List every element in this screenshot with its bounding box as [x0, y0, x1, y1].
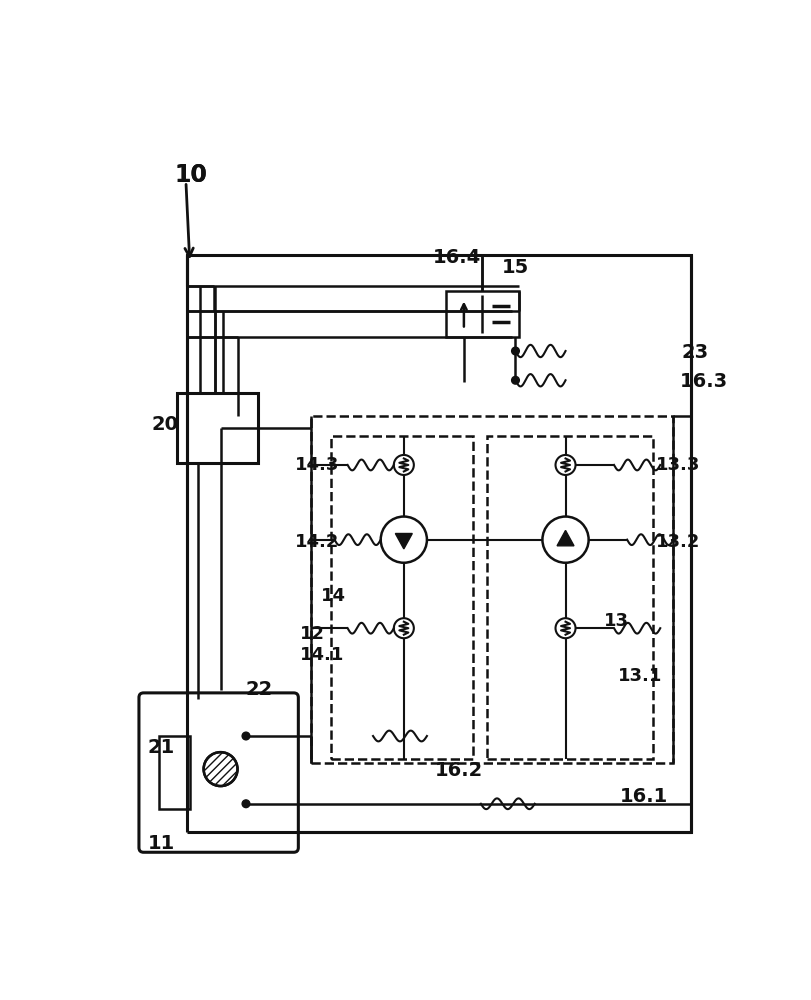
Text: 16.2: 16.2 — [434, 761, 483, 780]
Text: 14.3: 14.3 — [294, 456, 338, 474]
Circle shape — [511, 347, 519, 355]
Text: 11: 11 — [148, 834, 174, 853]
Text: 14: 14 — [320, 587, 345, 605]
Circle shape — [393, 455, 414, 475]
Circle shape — [393, 618, 414, 638]
Text: 16.4: 16.4 — [432, 248, 481, 267]
Polygon shape — [556, 530, 573, 546]
FancyBboxPatch shape — [139, 693, 298, 852]
Text: 13: 13 — [603, 611, 629, 630]
Bar — [311, 416, 672, 763]
Bar — [330, 436, 473, 759]
Text: 14.2: 14.2 — [294, 533, 338, 551]
Bar — [187, 255, 690, 832]
Bar — [445, 291, 519, 337]
Polygon shape — [395, 533, 412, 549]
Text: 15: 15 — [501, 258, 528, 277]
Circle shape — [542, 517, 588, 563]
Circle shape — [511, 376, 519, 384]
Circle shape — [242, 800, 250, 808]
Text: 13.2: 13.2 — [655, 533, 700, 551]
Text: 23: 23 — [680, 343, 707, 362]
Text: 13.3: 13.3 — [655, 456, 700, 474]
Text: 14.1: 14.1 — [299, 646, 344, 664]
Text: 21: 21 — [148, 738, 174, 757]
Circle shape — [242, 732, 250, 740]
Text: 22: 22 — [246, 680, 272, 699]
Circle shape — [204, 752, 237, 786]
Bar — [159, 736, 190, 809]
Circle shape — [555, 455, 575, 475]
Text: 16.3: 16.3 — [679, 372, 727, 391]
Circle shape — [555, 618, 575, 638]
Circle shape — [380, 517, 427, 563]
Text: 10: 10 — [174, 163, 207, 187]
Text: 16.1: 16.1 — [619, 787, 667, 806]
Bar — [177, 393, 257, 463]
Text: 10: 10 — [174, 163, 207, 187]
Text: 13.1: 13.1 — [617, 667, 662, 685]
Bar — [487, 436, 652, 759]
Text: 20: 20 — [151, 415, 178, 434]
Text: 12: 12 — [299, 625, 324, 643]
